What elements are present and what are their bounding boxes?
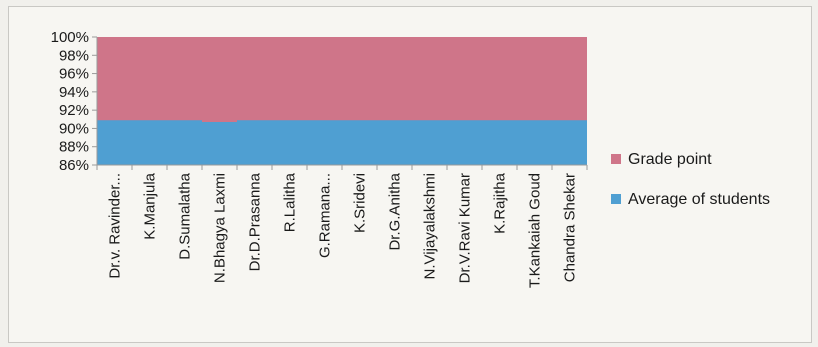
x-category-label: N.Bhagya Laxmi xyxy=(212,173,229,283)
x-category-label: K.Manjula xyxy=(142,172,159,239)
x-category-label: K.Sridevi xyxy=(352,173,369,233)
plot-area xyxy=(97,37,587,165)
stacked-bar-chart: 86%88% 90%92%94%96% 98%100% Dr.v. Ravinder… xyxy=(51,29,770,288)
y-tick-label: 98% xyxy=(59,47,89,64)
chart-frame: 86% 88% 90% 92% 94% 96% 98% 100% Dr.v. Ravinder… xyxy=(8,6,812,343)
x-category-label: R.Lalitha xyxy=(282,172,299,232)
y-tick-label: 96% xyxy=(59,66,89,83)
x-category-label: Dr.v. Ravinder... xyxy=(107,173,124,279)
x-category-label: G.Ramana... xyxy=(317,173,334,258)
y-tick-label: 92% xyxy=(59,102,89,119)
y-tick-label: 94% xyxy=(59,84,89,101)
x-category-label: N.Vijayalakshmi xyxy=(422,173,439,279)
x-axis: Dr.v. Ravinder... K.Manjula D.Sumalatha N.B… xyxy=(96,164,588,288)
legend: Grade point Average of students xyxy=(611,151,770,208)
legend-label: Average of students xyxy=(628,191,770,208)
x-category-label: Chandra Shekar xyxy=(562,173,579,282)
legend-swatch xyxy=(611,194,621,204)
y-tick-label: 86% xyxy=(59,157,89,174)
y-tick-label: 100% xyxy=(51,29,89,46)
legend-label: Grade point xyxy=(628,151,712,168)
x-category-label: K.Rajitha xyxy=(492,172,509,234)
x-category-label: Dr.V.Ravi Kumar xyxy=(457,173,474,283)
x-category-label: Dr.D.Prasanna xyxy=(247,172,264,271)
y-axis: 86%88% 90%92%94%96% 98%100% xyxy=(51,29,98,174)
legend-swatch xyxy=(611,154,621,164)
series-grade-point xyxy=(97,37,587,122)
x-category-label: T.Kankaiah Goud xyxy=(527,173,544,288)
x-category-label: Dr.G.Anitha xyxy=(387,172,404,250)
x-category-label: D.Sumalatha xyxy=(177,172,194,259)
y-tick-label: 88% xyxy=(59,139,89,156)
y-tick-label: 90% xyxy=(59,120,89,137)
